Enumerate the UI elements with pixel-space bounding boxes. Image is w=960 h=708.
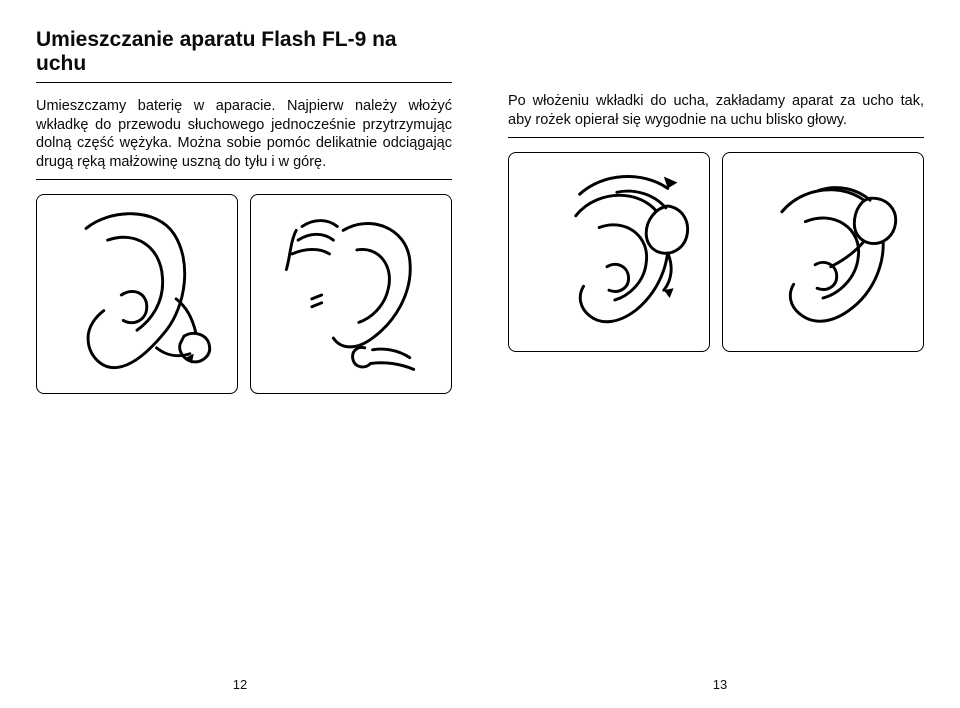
right-header-spacer [508, 28, 924, 92]
ear-insert-mold-icon [43, 201, 231, 387]
page-number-right: 13 [700, 677, 740, 692]
page-number-left: 12 [220, 677, 260, 692]
right-body-text: Po włożeniu wkładki do ucha, zakładamy a… [508, 92, 924, 129]
ear-pinch-insert-icon [257, 201, 445, 387]
illustration-bte-hook-over-ear [508, 152, 710, 352]
illustration-ear-pinch-insert [250, 194, 452, 394]
illustration-bte-seated-on-ear [722, 152, 924, 352]
left-body-text: Umieszczamy baterię w aparacie. Najpierw… [36, 97, 452, 171]
title-rule [36, 82, 452, 83]
illustration-ear-insert-mold [36, 194, 238, 394]
bte-seated-on-ear-icon [729, 159, 917, 345]
page-title: Umieszczanie aparatu Flash FL-9 na uchu [36, 28, 452, 76]
right-illustration-row [508, 152, 924, 352]
bte-hook-over-ear-icon [515, 159, 703, 345]
body-rule-right [508, 137, 924, 138]
body-rule [36, 179, 452, 180]
left-illustration-row [36, 194, 452, 394]
